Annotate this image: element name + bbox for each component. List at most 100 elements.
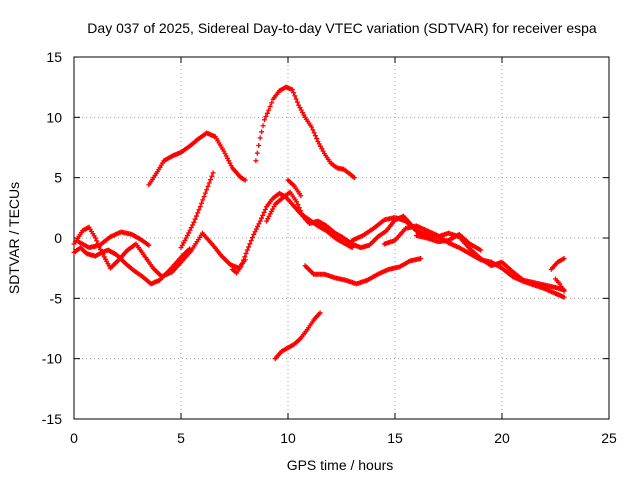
data-point (209, 173, 215, 179)
data-point (246, 244, 252, 250)
data-point (289, 87, 295, 93)
data-point (478, 247, 484, 253)
data-point (253, 226, 259, 232)
data-point (314, 136, 320, 142)
y-tick-labels: -15 -10 -5 0 5 10 15 (42, 49, 62, 427)
data-point (317, 310, 323, 316)
x-tick-label: 25 (601, 430, 617, 446)
data-point (200, 197, 206, 203)
series-arc-3 (75, 229, 152, 251)
y-axis-label: SDTVAR / TECUs (6, 182, 22, 294)
x-axis-label: GPS time / hours (287, 457, 394, 473)
data-point (310, 127, 316, 133)
x-tick-label: 0 (70, 430, 78, 446)
data-point (312, 133, 318, 139)
data-point (261, 117, 267, 123)
series-arc-5 (178, 170, 216, 251)
data-point (294, 99, 300, 105)
data-point (298, 193, 304, 199)
data-point (94, 238, 100, 244)
data-point (244, 247, 250, 253)
x-tick-labels: 0 5 10 15 20 25 (70, 430, 617, 446)
data-point (261, 209, 267, 215)
data-points (71, 84, 567, 362)
data-point (98, 247, 104, 253)
data-point (263, 114, 269, 120)
data-point (186, 230, 192, 236)
data-point (238, 264, 244, 270)
data-point (292, 93, 298, 99)
data-point (296, 205, 302, 211)
data-point (243, 250, 249, 256)
data-point (202, 190, 208, 196)
data-point (256, 142, 262, 148)
x-tick-label: 15 (387, 430, 403, 446)
data-point (269, 100, 275, 106)
data-point (192, 216, 198, 222)
series-arc-10 (272, 310, 323, 362)
data-point (260, 123, 266, 129)
data-point (351, 175, 357, 181)
series-arc-14 (413, 231, 484, 253)
y-tick-label: 15 (46, 49, 62, 65)
data-point (256, 221, 262, 227)
data-point (199, 200, 205, 206)
data-point (260, 212, 266, 218)
data-point (309, 124, 315, 130)
data-point (294, 199, 300, 205)
series-arc-13 (381, 223, 567, 300)
data-point (561, 256, 567, 262)
data-point (210, 170, 216, 176)
series-arc-4 (146, 130, 248, 188)
data-point (201, 193, 207, 199)
data-point (311, 130, 317, 136)
data-point (247, 241, 253, 247)
y-tick-label: 5 (54, 170, 62, 186)
data-point (240, 257, 246, 263)
data-point (418, 256, 424, 262)
data-point (193, 213, 199, 219)
data-point (92, 235, 98, 241)
x-tick-label: 10 (280, 430, 296, 446)
data-point (255, 223, 261, 229)
series-arc-9 (285, 177, 304, 199)
data-point (239, 261, 245, 267)
data-point (242, 177, 248, 183)
data-point (242, 254, 248, 260)
data-point (253, 158, 259, 164)
data-point (297, 207, 303, 213)
x-tick-label: 20 (494, 430, 510, 446)
data-point (208, 177, 214, 183)
data-point (184, 233, 190, 239)
series-arc-2 (71, 224, 248, 280)
y-tick-label: 0 (54, 230, 62, 246)
y-tick-label: -10 (42, 351, 62, 367)
data-point (188, 225, 194, 231)
data-point (190, 222, 196, 228)
data-point (295, 202, 301, 208)
series-arc-8 (253, 84, 357, 181)
data-point (293, 96, 299, 102)
data-point (262, 207, 268, 213)
data-point (266, 107, 272, 113)
data-point (249, 235, 255, 241)
data-point (258, 215, 264, 221)
data-point (195, 210, 201, 216)
series-arc-16 (553, 276, 567, 294)
data-point (291, 90, 297, 96)
data-point (146, 242, 152, 248)
data-point (257, 135, 263, 141)
data-point (196, 207, 202, 213)
series-arc-15 (548, 256, 567, 272)
data-point (257, 218, 263, 224)
data-point (187, 227, 193, 233)
data-point (191, 219, 197, 225)
data-point (259, 129, 265, 135)
data-point (197, 204, 203, 210)
axis-ticks (73, 56, 610, 420)
data-point (267, 103, 273, 109)
data-point (254, 150, 260, 156)
data-point (206, 180, 212, 186)
data-point (252, 229, 258, 235)
